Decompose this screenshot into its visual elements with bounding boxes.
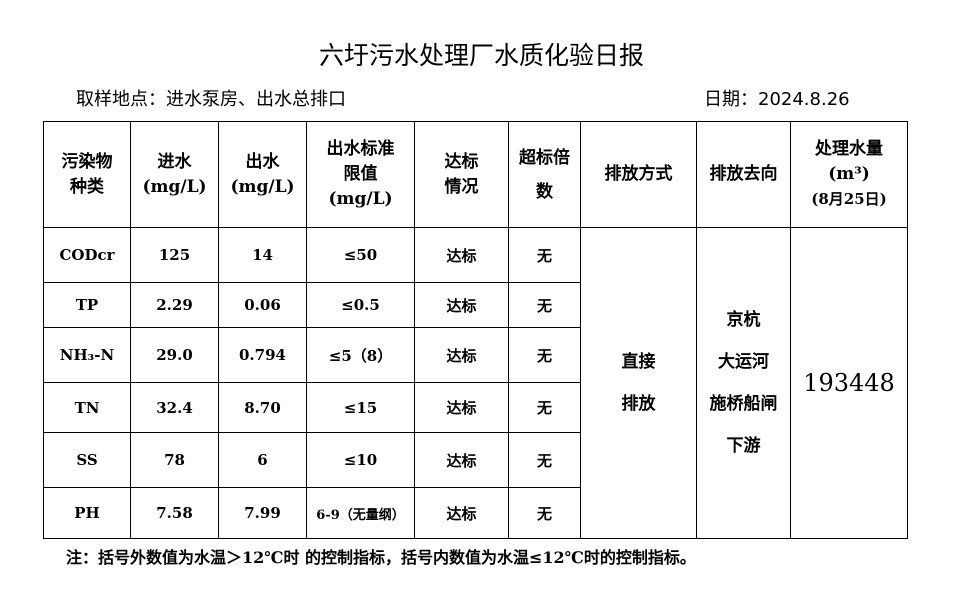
limit-value: ≤10 xyxy=(306,432,415,488)
limit-value: ≤50 xyxy=(306,227,415,283)
influent-value: 78 xyxy=(130,432,219,488)
compliance-status: 达标 xyxy=(414,487,509,539)
compliance-status: 达标 xyxy=(414,327,509,383)
influent-value: 32.4 xyxy=(130,382,219,433)
pollutant-name: TP xyxy=(43,282,131,328)
table-row: TP 2.29 0.06 ≤0.5 达标 无 xyxy=(43,282,908,328)
compliance-status: 达标 xyxy=(414,282,509,328)
effluent-value: 8.70 xyxy=(218,382,307,433)
header-effluent: 出水 (mg/L) xyxy=(218,121,307,228)
discharge-destination: 京杭 大运河 施桥船闸 下游 xyxy=(696,227,791,539)
effluent-value: 6 xyxy=(218,432,307,488)
influent-value: 2.29 xyxy=(130,282,219,328)
exceed-value: 无 xyxy=(508,487,581,539)
discharge-method: 直接 排放 xyxy=(580,227,697,539)
header-exceed: 超标倍数 xyxy=(508,121,581,228)
header-limit: 出水标准 限值 (mg/L) xyxy=(306,121,415,228)
effluent-value: 14 xyxy=(218,227,307,283)
table-row: CODcr 125 14 ≤50 达标 无 直接 排放 京杭 大运河 施桥船闸 下游 1… xyxy=(43,227,908,539)
pollutant-name: SS xyxy=(43,432,131,488)
pollutant-name: CODcr xyxy=(43,227,131,283)
table-row: TN 32.4 8.70 ≤15 达标 无 xyxy=(43,382,908,433)
footnote: 注：括号外数值为水温＞12℃时 的控制指标，括号内数值为水温≤12℃时的控制指标… xyxy=(66,548,696,567)
exceed-value: 无 xyxy=(508,327,581,383)
influent-value: 7.58 xyxy=(130,487,219,539)
header-row: 污染物 种类 进水 (mg/L) 出水 (mg/L) 出水标准 限值 (mg/L) 达标情… xyxy=(43,121,908,228)
table-row: SS 78 6 ≤10 达标 无 xyxy=(43,432,908,488)
table-row: PH 7.58 7.99 6-9（无量纲） 达标 无 xyxy=(43,487,908,539)
sampling-location: 取样地点：进水泵房、出水总排口 xyxy=(76,89,346,110)
limit-value: ≤5（8） xyxy=(306,327,415,383)
exceed-value: 无 xyxy=(508,432,581,488)
table-row: NH₃-N 29.0 0.794 ≤5（8） 达标 无 xyxy=(43,327,908,383)
water-quality-table: 污染物 种类 进水 (mg/L) 出水 (mg/L) 出水标准 限值 (mg/L) 达标情… xyxy=(43,121,908,539)
influent-value: 125 xyxy=(130,227,219,283)
exceed-value: 无 xyxy=(508,382,581,433)
effluent-value: 7.99 xyxy=(218,487,307,539)
header-discharge-dest: 排放去向 xyxy=(696,121,791,228)
influent-value: 29.0 xyxy=(130,327,219,383)
compliance-status: 达标 xyxy=(414,227,509,283)
effluent-value: 0.06 xyxy=(218,282,307,328)
pollutant-name: NH₃-N xyxy=(43,327,131,383)
pollutant-name: PH xyxy=(43,487,131,539)
header-compliance: 达标 情况 xyxy=(414,121,509,228)
treated-volume: 193448 xyxy=(790,227,908,539)
header-influent: 进水 (mg/L) xyxy=(130,121,219,228)
limit-value: 6-9（无量纲） xyxy=(306,487,415,539)
report-title: 六圩污水处理厂水质化验日报 xyxy=(318,41,644,70)
compliance-status: 达标 xyxy=(414,432,509,488)
pollutant-name: TN xyxy=(43,382,131,433)
compliance-status: 达标 xyxy=(414,382,509,433)
header-discharge-method: 排放方式 xyxy=(580,121,697,228)
header-pollutant: 污染物 种类 xyxy=(43,121,131,228)
limit-value: ≤15 xyxy=(306,382,415,433)
exceed-value: 无 xyxy=(508,282,581,328)
report-date: 日期：2024.8.26 xyxy=(704,89,850,110)
limit-value: ≤0.5 xyxy=(306,282,415,328)
exceed-value: 无 xyxy=(508,227,581,283)
effluent-value: 0.794 xyxy=(218,327,307,383)
header-volume: 处理水量 (m³) (8月25日) xyxy=(790,121,908,228)
